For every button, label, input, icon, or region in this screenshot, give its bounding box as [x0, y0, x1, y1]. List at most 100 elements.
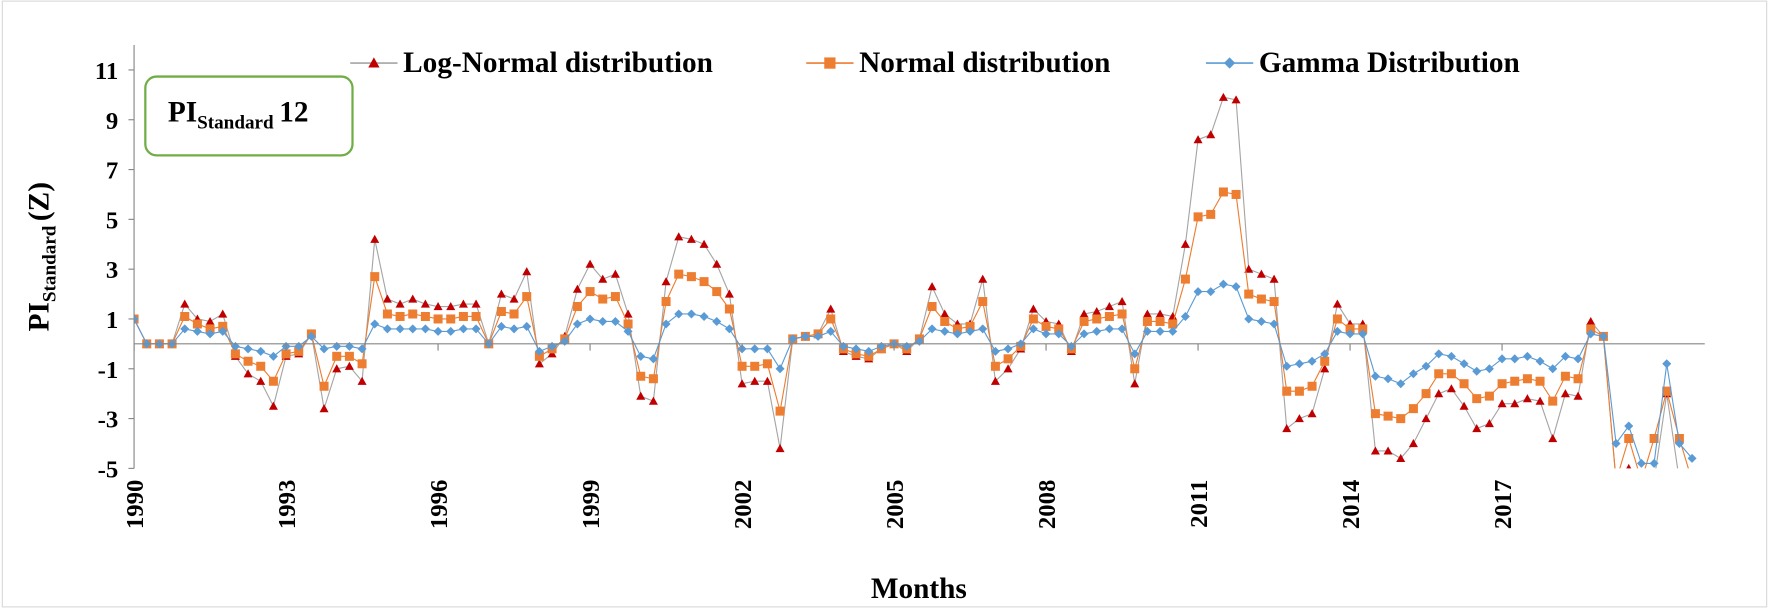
data-point	[344, 351, 354, 361]
data-point	[686, 234, 696, 243]
data-point	[357, 344, 367, 354]
data-point	[864, 346, 874, 356]
x-tick-label: 2005	[882, 480, 909, 530]
data-point	[610, 292, 620, 302]
data-point	[1446, 384, 1456, 393]
data-point	[243, 356, 253, 366]
data-point	[446, 326, 456, 336]
data-point	[940, 316, 950, 326]
annotation-suffix: 12	[279, 97, 308, 129]
data-point	[1649, 433, 1659, 444]
data-point	[496, 289, 506, 298]
data-point	[1674, 438, 1684, 448]
data-point	[940, 326, 950, 336]
data-point	[1003, 364, 1013, 373]
data-point	[1142, 309, 1152, 318]
data-point	[1130, 364, 1140, 374]
y-tick-label: 11	[95, 58, 118, 85]
data-point	[940, 309, 950, 318]
data-point	[395, 299, 405, 308]
data-point	[610, 269, 620, 278]
data-point	[851, 349, 861, 359]
data-point	[1472, 424, 1482, 433]
data-point	[218, 326, 228, 336]
data-point	[522, 321, 532, 331]
data-point	[1459, 401, 1469, 410]
data-point	[433, 326, 443, 336]
data-point	[256, 376, 266, 385]
data-point	[750, 361, 760, 371]
data-point	[1282, 386, 1292, 396]
data-point	[180, 324, 190, 334]
data-point	[864, 351, 874, 361]
data-point	[180, 299, 190, 308]
legend-label: Log-Normal distribution	[403, 47, 713, 79]
data-point	[522, 292, 532, 302]
data-point	[712, 259, 722, 268]
y-tick-label: -1	[98, 357, 119, 384]
x-tick-label: 2017	[1490, 480, 1517, 530]
data-point	[256, 346, 266, 356]
data-point	[775, 443, 785, 453]
y-tick-label: -5	[98, 456, 119, 483]
data-point	[572, 302, 582, 312]
data-point	[268, 401, 278, 410]
data-point	[1510, 399, 1520, 408]
data-point	[1626, 463, 1632, 469]
annotation-box	[144, 75, 354, 157]
legend-marker	[824, 57, 836, 69]
data-point	[180, 311, 190, 321]
data-point	[1560, 371, 1570, 381]
data-point	[1573, 354, 1583, 364]
data-point	[218, 309, 228, 318]
data-point	[598, 274, 608, 283]
data-point	[1358, 324, 1368, 334]
data-point	[1446, 369, 1456, 379]
y-tick-label: -3	[98, 407, 119, 434]
data-point	[826, 304, 836, 313]
data-point	[1370, 409, 1380, 419]
data-point	[952, 329, 962, 339]
data-point	[674, 309, 684, 319]
data-point	[1535, 396, 1545, 405]
x-tick-label: 1990	[122, 480, 149, 530]
data-point	[281, 349, 291, 359]
data-point	[1497, 354, 1507, 364]
data-point	[382, 324, 392, 334]
data-point	[1396, 414, 1406, 424]
x-tick-label: 2014	[1338, 480, 1365, 530]
data-point	[268, 376, 278, 386]
data-point	[509, 294, 519, 303]
data-point	[598, 316, 608, 326]
data-point	[762, 344, 772, 354]
data-point	[256, 361, 266, 371]
data-point	[1408, 438, 1418, 448]
data-point	[1497, 379, 1507, 389]
data-point	[1142, 326, 1152, 336]
data-point	[762, 376, 772, 385]
legend-label: Normal distribution	[859, 47, 1110, 79]
data-point	[420, 324, 430, 334]
data-point	[724, 324, 734, 334]
data-point	[218, 321, 228, 331]
data-point	[978, 274, 988, 283]
data-point	[1421, 389, 1431, 399]
data-point	[1332, 314, 1342, 324]
legend-marker	[1223, 57, 1236, 69]
data-point	[1168, 311, 1178, 321]
data-point	[1054, 329, 1064, 339]
data-point	[826, 314, 836, 324]
data-point	[370, 319, 380, 329]
x-axis-label: Months	[871, 573, 967, 605]
data-point	[686, 309, 696, 319]
data-point	[192, 319, 202, 329]
data-point	[1598, 331, 1608, 341]
data-point	[458, 299, 468, 308]
data-point	[306, 331, 316, 341]
data-point	[319, 381, 329, 391]
data-point	[1421, 361, 1431, 371]
data-point	[1370, 371, 1380, 381]
data-point	[471, 324, 481, 334]
data-point	[1155, 326, 1165, 336]
data-point	[319, 404, 329, 413]
